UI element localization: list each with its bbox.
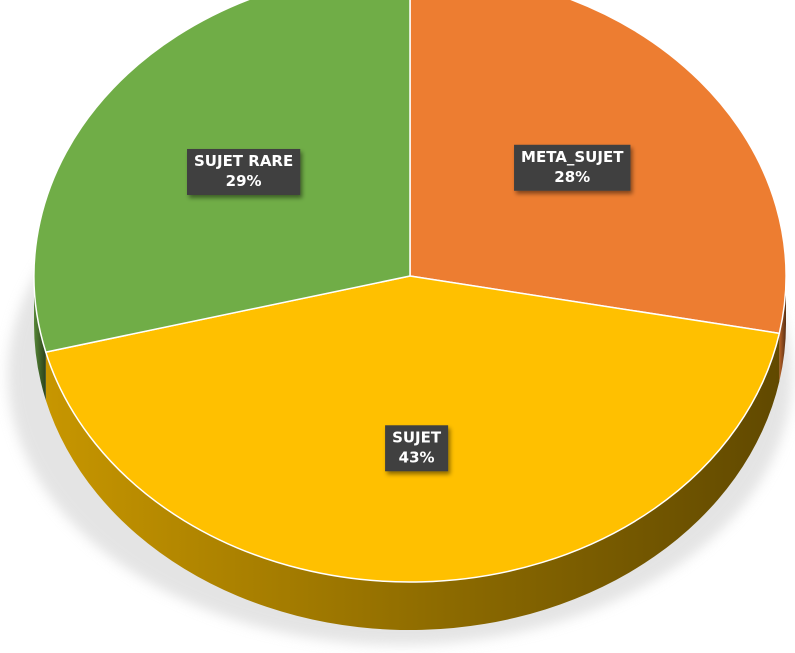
data-label-category: SUJET (392, 428, 442, 446)
data-label-category: META_SUJET (521, 148, 624, 166)
data-label-sujet-rare: SUJET RARE 29% (187, 148, 301, 195)
pie-side-sujet (45, 333, 780, 630)
pie-side-meta-sujet (779, 276, 786, 382)
pie-side-layer (34, 276, 786, 630)
data-label-percent: 43% (399, 448, 435, 466)
data-label-box (385, 425, 449, 472)
pie-label-layer: META_SUJET 28% SUJET 43% SUJET RARE 29% (187, 144, 631, 472)
data-label-meta-sujet: META_SUJET 28% (514, 144, 631, 191)
data-label-percent: 28% (554, 168, 590, 186)
data-label-box (187, 148, 301, 195)
data-label-percent: 29% (226, 172, 262, 190)
data-label-sujet: SUJET 43% (385, 425, 449, 472)
pie-side-sujet-rare (34, 276, 46, 401)
pie-top-layer (33, 0, 787, 583)
data-label-box (514, 144, 631, 191)
data-label-category: SUJET RARE (194, 152, 293, 170)
